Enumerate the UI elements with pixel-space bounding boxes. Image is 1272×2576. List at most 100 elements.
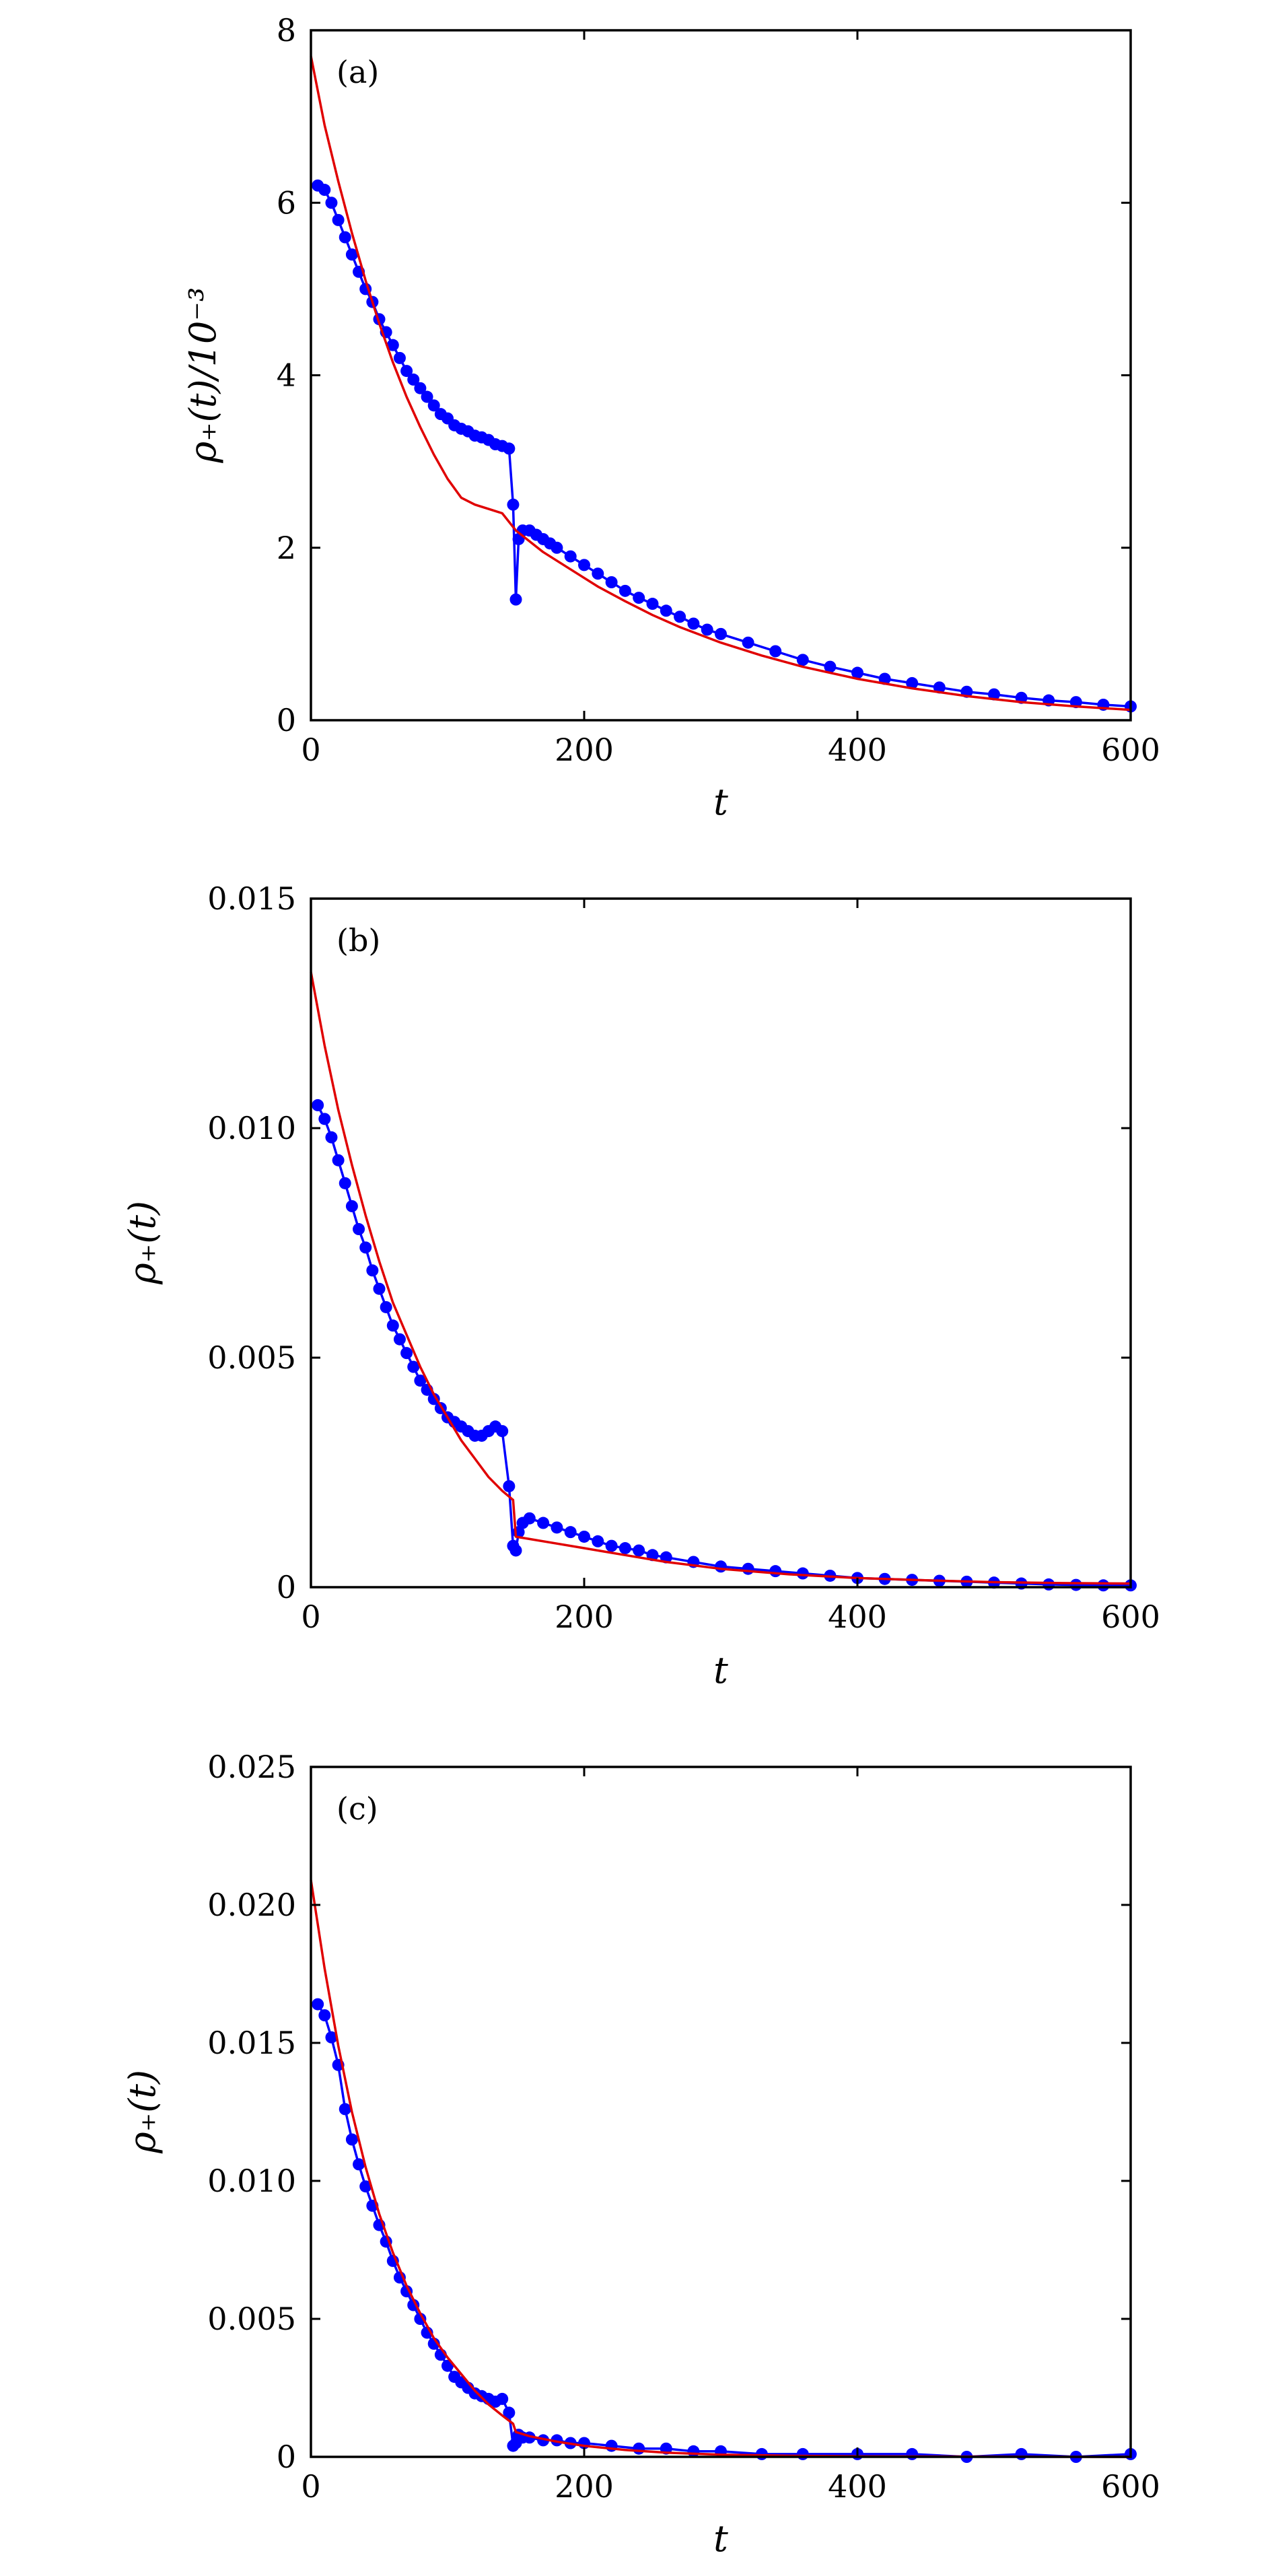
- data-point: [742, 636, 754, 649]
- data-point: [1043, 1578, 1055, 1591]
- data-line: [317, 184, 1131, 708]
- data-point: [592, 567, 604, 580]
- data-point: [742, 1562, 754, 1575]
- data-point: [414, 2313, 427, 2325]
- data-point: [386, 1319, 399, 1332]
- data-point: [509, 1544, 522, 1557]
- data-point: [660, 604, 672, 617]
- data-point: [407, 1360, 420, 1373]
- data-point: [393, 1333, 406, 1346]
- data-point: [312, 1998, 324, 2011]
- data-point: [503, 442, 516, 455]
- data-point: [1097, 1579, 1110, 1592]
- data-point: [715, 627, 727, 640]
- y-tick-label: 4: [277, 357, 296, 394]
- data-line: [316, 2003, 1131, 2458]
- data-point: [496, 1425, 509, 1438]
- data-point: [339, 231, 351, 244]
- plot-area: [310, 971, 1137, 1592]
- data-point: [687, 617, 700, 630]
- x-axis-label: t: [713, 2517, 728, 2560]
- data-point: [523, 1512, 536, 1525]
- data-point: [906, 676, 919, 689]
- x-tick-label: 400: [828, 1599, 887, 1635]
- x-tick-label: 600: [1101, 732, 1160, 768]
- chart-panel: 0 200 400 600 0 0.005 0.010 0.015 (b) t ρ₊(t): [121, 880, 1160, 1692]
- data-point: [312, 1099, 324, 1111]
- data-point: [427, 1393, 440, 1405]
- data-point: [318, 2009, 331, 2021]
- y-tick-label: 0.025: [207, 1749, 296, 1785]
- y-tick-label: 0: [277, 1569, 296, 1605]
- data-point: [769, 1565, 782, 1578]
- data-point: [339, 2103, 351, 2116]
- y-tick-label: 0.020: [207, 1887, 296, 1923]
- data-point: [353, 2158, 365, 2171]
- data-point: [564, 1526, 577, 1539]
- data-point: [427, 399, 440, 412]
- x-tick-label: 200: [555, 2468, 614, 2505]
- data-point: [359, 2180, 372, 2193]
- data-point: [619, 1542, 631, 1555]
- data-point: [592, 1535, 604, 1547]
- data-line: [316, 1105, 1131, 1587]
- y-axis-label: ρ₊(t)/10⁻³: [182, 287, 224, 463]
- data-point: [769, 645, 782, 658]
- x-tick-label: 400: [828, 732, 887, 768]
- y-tick-label: 0.010: [207, 1110, 296, 1146]
- data-point: [551, 2434, 563, 2447]
- y-axis-label: ρ₊(t): [121, 2070, 164, 2154]
- plot-frame: [310, 29, 1132, 722]
- x-axis-label: t: [713, 1649, 728, 1692]
- y-tick-label: 0.010: [207, 2163, 296, 2199]
- data-point: [988, 688, 1000, 701]
- data-point: [633, 1544, 645, 1557]
- x-tick-label: 0: [301, 2468, 320, 2505]
- x-tick-label: 200: [555, 732, 614, 768]
- y-tick-label: 8: [277, 12, 296, 48]
- x-tick-label: 400: [828, 2468, 887, 2505]
- y-tick-label: 0: [277, 2439, 296, 2475]
- x-tick-label: 200: [555, 1599, 614, 1635]
- data-point: [509, 593, 522, 606]
- data-point: [345, 2133, 358, 2146]
- data-point: [339, 1177, 351, 1189]
- y-tick-label: 0.005: [207, 1339, 296, 1376]
- data-point: [933, 681, 946, 694]
- data-point: [796, 654, 809, 666]
- chart-panel: 0 200 400 600 0 2 4 6 8 (a) t ρ₊(t)/10⁻³: [182, 12, 1160, 823]
- data-point: [687, 2445, 700, 2458]
- data-point: [400, 1347, 413, 1360]
- data-point: [325, 197, 338, 209]
- y-tick-label: 0: [277, 702, 296, 738]
- data-point: [325, 2031, 338, 2044]
- data-point: [537, 1517, 550, 1529]
- data-point: [906, 2447, 919, 2460]
- data-point: [373, 1282, 386, 1295]
- fit-curve: [310, 56, 1131, 711]
- data-point: [824, 660, 837, 673]
- data-point: [646, 598, 659, 611]
- data-point: [345, 1199, 358, 1212]
- data-point: [318, 184, 331, 197]
- data-point: [578, 1530, 590, 1543]
- data-point: [503, 2406, 516, 2419]
- data-point: [407, 373, 420, 386]
- data-point: [605, 1539, 618, 1552]
- y-tick-label: 0.005: [207, 2301, 296, 2337]
- panel-label: (a): [337, 54, 379, 90]
- x-tick-label: 0: [301, 1599, 320, 1635]
- fit-curve: [310, 971, 1131, 1585]
- data-point: [796, 1567, 809, 1580]
- data-point: [1015, 2447, 1028, 2460]
- data-point: [496, 2392, 509, 2405]
- x-axis-label: t: [713, 781, 728, 823]
- data-point: [507, 498, 520, 511]
- plot-area: [310, 56, 1137, 713]
- data-point: [421, 390, 433, 403]
- x-tick-label: 600: [1101, 2468, 1160, 2505]
- data-point: [386, 339, 399, 351]
- plot-frame: [310, 1766, 1132, 2458]
- x-tick-label: 600: [1101, 1599, 1160, 1635]
